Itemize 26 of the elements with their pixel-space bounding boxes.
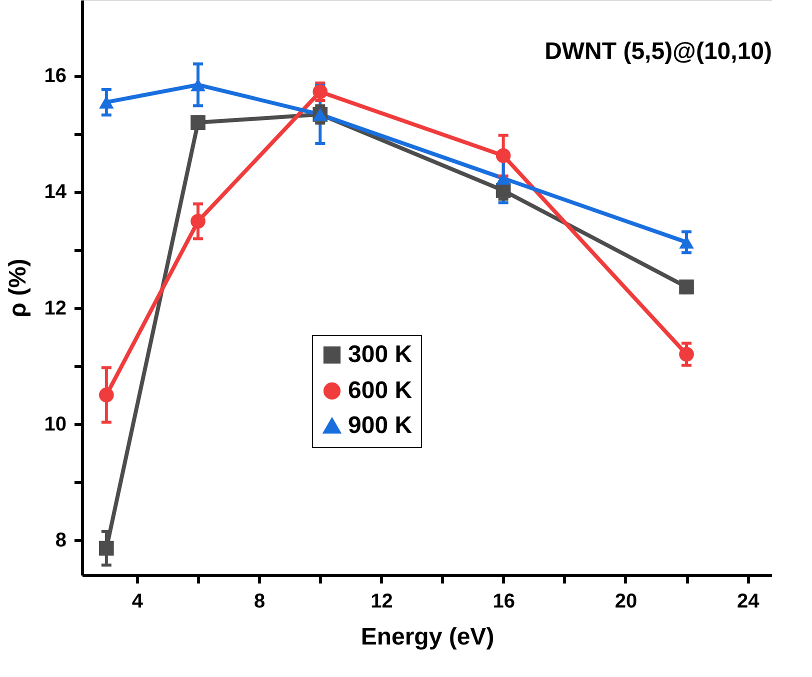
legend-label: 600 K xyxy=(348,377,413,404)
point xyxy=(496,183,511,198)
y-tick-label: 10 xyxy=(44,413,66,436)
point xyxy=(679,346,694,362)
annotation: DWNT (5,5)@(10,10) xyxy=(544,38,772,65)
x-tick-label: 20 xyxy=(614,590,638,612)
point xyxy=(679,280,694,294)
point xyxy=(190,214,206,229)
y-tick-label: 8 xyxy=(55,530,66,552)
y-tick-label: 12 xyxy=(44,297,66,320)
legend-label: 900 K xyxy=(348,412,413,439)
x-tick-label: 16 xyxy=(492,590,515,612)
point xyxy=(496,148,511,164)
point xyxy=(99,388,114,402)
point xyxy=(190,115,206,130)
y-tick-label: 14 xyxy=(44,181,68,204)
y-tick-label: 16 xyxy=(44,65,66,88)
legend-label: 300 K xyxy=(348,341,413,368)
x-tick-label: 4 xyxy=(132,590,144,612)
point xyxy=(99,96,114,109)
point xyxy=(99,540,114,556)
x-tick-label: 8 xyxy=(254,590,266,612)
x-axis-title: Energy (eV) xyxy=(360,624,494,650)
x-tick-label: 12 xyxy=(370,590,393,612)
y-axis-title: ρ (%) xyxy=(4,258,32,318)
x-tick-label: 24 xyxy=(736,590,760,612)
